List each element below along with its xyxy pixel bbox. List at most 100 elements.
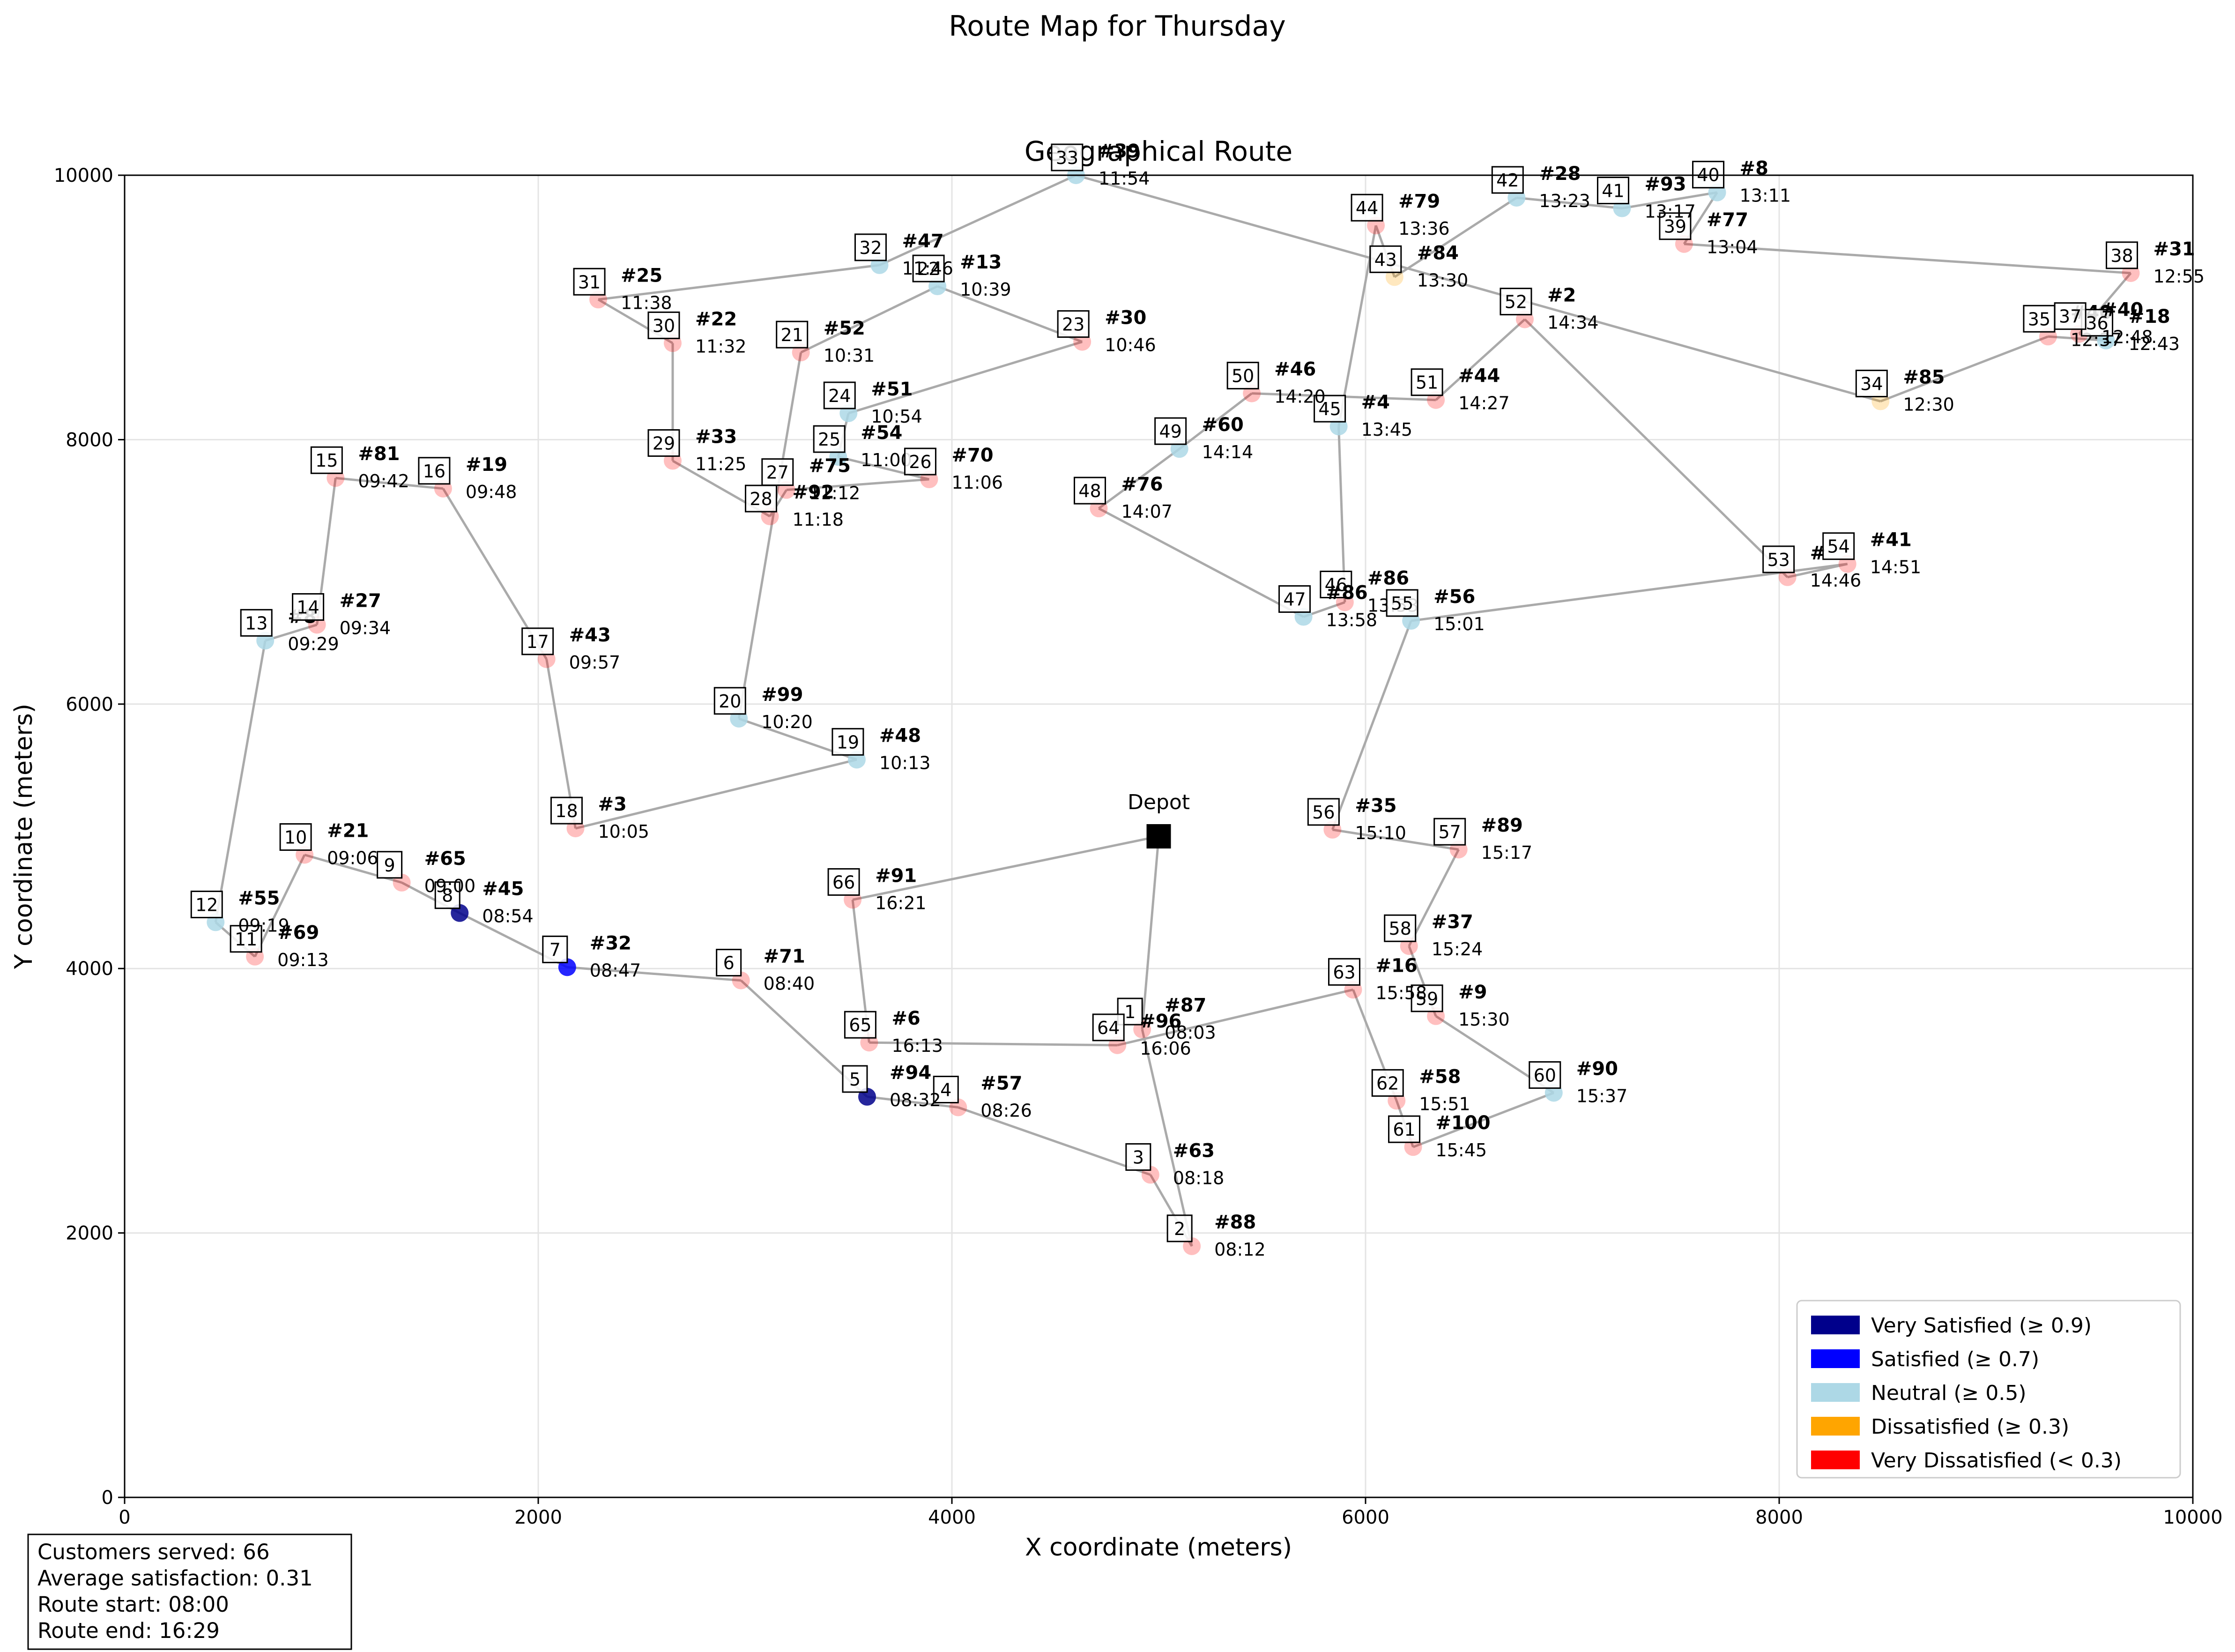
route-segment [214, 640, 267, 923]
stop-order-box [1855, 370, 1888, 398]
stop-time-label: 13:23 [1539, 191, 1590, 211]
stop-customer-label: #32 [590, 932, 631, 954]
stop-time-label: 14:20 [1274, 387, 1326, 407]
stop-order-box [647, 311, 680, 339]
stop-time-label: 15:45 [1436, 1140, 1487, 1161]
stop-customer-label: #65 [424, 848, 466, 870]
stop-order-box [1659, 212, 1692, 240]
stop-time-label: 09:13 [277, 950, 329, 970]
route-segment [1394, 196, 1517, 278]
stop-order-box [744, 484, 777, 513]
stop-order-box [813, 425, 846, 453]
legend-swatch [1811, 1451, 1860, 1469]
stop-order-box [827, 868, 860, 896]
stop-customer-label: #90 [1576, 1058, 1618, 1079]
stop-time-label: 11:25 [695, 454, 747, 475]
stop-order-box [1320, 571, 1352, 599]
stop-order-label: 50 [1232, 366, 1254, 387]
stop-order-box [1384, 914, 1417, 942]
route-segment [1141, 836, 1160, 1030]
stop-customer-label: #71 [764, 946, 805, 967]
route-segment [1411, 563, 1848, 622]
route-segment [1098, 507, 1304, 618]
y-tick-label: 0 [102, 1487, 113, 1509]
legend-entry-label: Very Satisfied (≥ 0.9) [1871, 1314, 2092, 1338]
stop-order-label: 6 [723, 953, 735, 974]
stop-time-label: 11:38 [621, 292, 672, 313]
stop-customer-label: #41 [1870, 529, 1912, 551]
stop-time-label: 10:39 [960, 279, 1011, 300]
legend-entry-label: Dissatisfied (≥ 0.3) [1871, 1415, 2069, 1439]
route-segment [1524, 318, 1789, 578]
stop-time-label: 09:57 [569, 652, 621, 673]
stop-order-label: 10 [284, 827, 307, 848]
stop-time-label: 09:29 [288, 633, 339, 654]
stop-order-label: 21 [781, 325, 803, 345]
stop-customer-label: #76 [1121, 474, 1163, 495]
stop-customer-label: #88 [1214, 1212, 1256, 1233]
stop-order-box [190, 890, 223, 918]
stop-time-label: 12:48 [2101, 327, 2153, 348]
stop-order-box [1307, 798, 1340, 826]
route-segment [1880, 335, 2049, 402]
stop-order-box [823, 381, 856, 409]
route-segment [1408, 849, 1460, 947]
stop-order-label: 13 [245, 613, 267, 633]
stop-customer-label: #4 [1361, 392, 1390, 413]
stop-order-label: 8 [442, 886, 453, 906]
legend-entry-label: Satisfied (≥ 0.7) [1871, 1347, 2039, 1371]
stop-order-box [1051, 143, 1084, 171]
stop-order-box [912, 254, 945, 283]
legend: Very Satisfied (≥ 0.9) Satisfied (≥ 0.7) N… [1796, 1300, 2181, 1479]
stop-time-label: 13:36 [1398, 218, 1450, 239]
stop-customer-label: #46 [1274, 359, 1316, 380]
stop-order-label: 39 [1664, 216, 1686, 237]
route-segment [1412, 1092, 1554, 1148]
legend-swatch [1811, 1316, 1860, 1334]
stop-order-label: 43 [1374, 249, 1397, 270]
stop-order-box [1411, 368, 1443, 396]
route-segment [2048, 335, 2106, 342]
stop-time-label: 15:10 [1355, 823, 1406, 843]
stop-order-box [1386, 589, 1418, 617]
stop-order-label: 7 [549, 939, 561, 960]
stop-order-label: 59 [1416, 989, 1438, 1009]
stop-order-box [1278, 585, 1311, 613]
stop-customer-label: #96 [1140, 1011, 1181, 1032]
stop-customer-label: #44 [1458, 365, 1500, 387]
stop-order-box [776, 320, 809, 349]
stop-time-label: 16:06 [1140, 1038, 1191, 1059]
route-segment [1117, 988, 1354, 1047]
stop-time-label: 09:19 [238, 915, 290, 936]
stop-order-label: 27 [766, 462, 789, 483]
stop-customer-label: #58 [1419, 1066, 1461, 1087]
stop-time-label: 11:54 [1099, 168, 1150, 189]
stop-customer-label: #85 [1903, 367, 1945, 388]
stop-order-box [1388, 1115, 1421, 1143]
stop-order-label: 23 [1062, 314, 1084, 335]
stop-time-label: 12:55 [2153, 266, 2205, 287]
stop-order-box [292, 593, 325, 621]
route-segment [598, 264, 880, 301]
stop-order-label: 38 [2110, 246, 2133, 266]
stop-order-label: 47 [1283, 589, 1306, 610]
x-tick-label: 6000 [1342, 1507, 1389, 1528]
legend-entry-label: Very Dissatisfied (< 0.3) [1871, 1449, 2122, 1473]
stop-time-label: 14:46 [1810, 570, 1862, 591]
stop-order-label: 55 [1391, 593, 1413, 614]
stop-order-box [1073, 476, 1106, 505]
stop-order-box [1226, 362, 1259, 390]
stop-customer-label: #18 [2129, 306, 2170, 327]
stop-customer-label: #47 [902, 231, 943, 252]
stop-order-label: 31 [578, 272, 601, 292]
stop-order-label: 33 [1056, 148, 1078, 168]
stop-customer-label: #45 [482, 878, 524, 900]
stop-order-label: 61 [1393, 1119, 1415, 1140]
stop-customer-label: #22 [695, 308, 737, 330]
summary-satisfaction: Average satisfaction: 0.31 [37, 1566, 313, 1591]
stop-order-label: 46 [1325, 575, 1347, 595]
stop-order-box [434, 881, 460, 909]
stop-customer-label: #79 [1398, 191, 1440, 212]
stop-order-label: 15 [315, 450, 338, 471]
stop-time-label: 08:54 [482, 906, 534, 927]
